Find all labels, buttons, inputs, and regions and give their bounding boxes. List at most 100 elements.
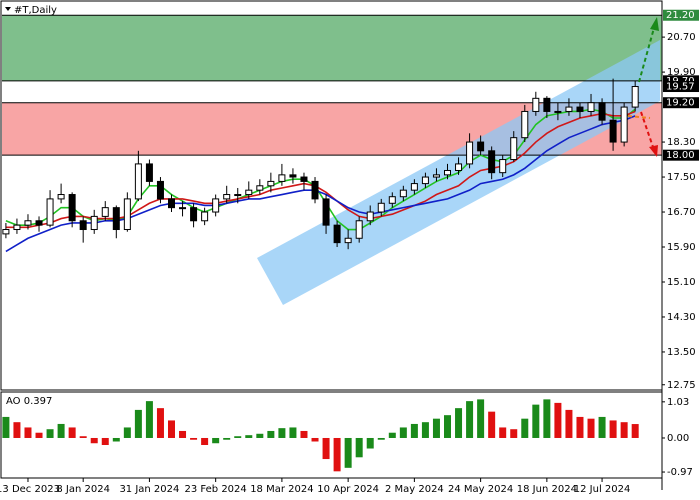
- ao-bar: [410, 423, 418, 438]
- ao-bar: [587, 418, 595, 438]
- ao-bar: [145, 401, 153, 438]
- ao-bar: [510, 429, 518, 438]
- candle-body: [499, 159, 507, 174]
- candle-body: [278, 174, 286, 182]
- ao-bar: [543, 399, 551, 438]
- candle-body: [101, 207, 109, 217]
- level-label: 19.57: [666, 82, 695, 93]
- x-tick-label: 31 Jan 2024: [119, 484, 179, 495]
- level-label-bg: [663, 97, 699, 109]
- candle-body: [532, 97, 540, 112]
- ao-bar: [179, 430, 187, 438]
- candle-body: [344, 237, 352, 244]
- candle-body: [410, 183, 418, 191]
- moving-average: [5, 110, 636, 229]
- moving-averages: [5, 108, 636, 253]
- ao-bar: [101, 437, 109, 446]
- ao-bar: [576, 416, 584, 438]
- ao-bar: [256, 433, 264, 438]
- candle-body: [145, 163, 153, 182]
- candle-body: [256, 185, 264, 191]
- ao-bar: [212, 437, 220, 444]
- candle-body: [68, 194, 76, 222]
- candle-body: [212, 198, 220, 213]
- x-tick-label: 12 Jul 2024: [574, 484, 631, 495]
- ao-bar: [620, 422, 628, 438]
- levels: [2, 14, 662, 156]
- candle-body: [223, 194, 231, 200]
- level-label-bg: [663, 149, 699, 161]
- ao-bar: [46, 429, 54, 438]
- x-tick-label: 10 Apr 2024: [317, 484, 379, 495]
- ao-bar: [609, 420, 617, 438]
- candle-body: [156, 180, 164, 200]
- candle-body: [190, 207, 198, 222]
- ao-bar: [201, 437, 209, 446]
- ao-bar: [2, 416, 10, 438]
- x-tick-label: 23 Feb 2024: [185, 484, 247, 495]
- candle-body: [444, 169, 451, 176]
- ao-bar: [455, 408, 463, 438]
- level-label: 21.20: [666, 10, 695, 21]
- ao-bar: [35, 432, 43, 438]
- chart-title: #T,Daily: [14, 5, 57, 16]
- menu-triangle: [5, 7, 11, 11]
- ao-bar: [466, 401, 474, 438]
- ao-bar: [598, 416, 606, 438]
- candle-body: [609, 119, 617, 143]
- candle-body: [245, 189, 253, 196]
- ao-bar: [344, 437, 352, 468]
- candle-body: [432, 174, 440, 178]
- ao-bar: [79, 436, 87, 438]
- ao-bar: [477, 399, 485, 438]
- level-label: 18.00: [666, 150, 695, 161]
- candle-body: [322, 198, 330, 226]
- candle-body: [510, 137, 518, 161]
- y-tick-label: 20.70: [667, 32, 696, 43]
- y-tick-label: 13.50: [667, 347, 696, 358]
- candle-body: [377, 202, 385, 213]
- ao-bar: [134, 409, 142, 438]
- candle-body: [201, 211, 209, 222]
- ao-bar: [168, 420, 175, 438]
- candle-body: [46, 198, 54, 226]
- y-tick-label: 15.90: [667, 242, 696, 253]
- ao-bar: [322, 437, 330, 460]
- ao-bar: [24, 427, 32, 438]
- ao-y-tick-label: 1.03: [667, 397, 689, 408]
- ao-bar: [499, 427, 507, 438]
- ao-bar: [278, 428, 286, 438]
- ao-bar: [123, 427, 131, 438]
- arrow-head: [650, 17, 659, 31]
- ao-bar: [267, 430, 275, 438]
- candle-body: [333, 224, 341, 244]
- candle-body: [421, 176, 429, 185]
- candle-body: [388, 196, 396, 204]
- candles: [2, 78, 639, 250]
- ao-bar: [388, 432, 396, 438]
- ao-bar: [311, 437, 319, 442]
- candle-body: [598, 102, 606, 121]
- candle-body: [2, 229, 10, 235]
- ao-bar: [554, 402, 562, 438]
- candle-body: [399, 189, 407, 198]
- x-tick-label: 18 Jun 2024: [517, 484, 577, 495]
- x-tick-label: 13 Dec 2023: [0, 484, 60, 495]
- y-tick-label: 15.10: [667, 277, 696, 288]
- candle-body: [57, 194, 65, 200]
- arrow-down: [640, 111, 654, 148]
- ao-y-tick-label: 0.00: [667, 433, 689, 444]
- candle-body: [466, 141, 474, 165]
- ao-bar: [223, 437, 231, 440]
- candle-body: [24, 220, 32, 226]
- candle-body: [311, 180, 319, 200]
- candle-body: [112, 207, 120, 231]
- candle-body: [477, 141, 485, 152]
- ao-bar: [565, 409, 573, 438]
- ao-bar: [444, 415, 451, 438]
- y-tick-label: 12.75: [667, 380, 696, 391]
- ao-bar: [245, 435, 253, 438]
- candle-body: [79, 220, 87, 231]
- candle-body: [267, 180, 275, 187]
- candle-body: [521, 110, 529, 139]
